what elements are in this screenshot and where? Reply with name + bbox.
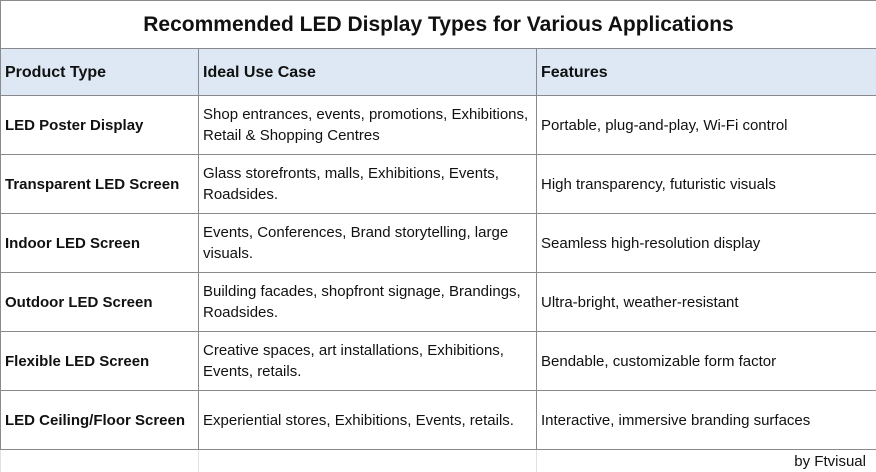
table-cell: Glass storefronts, malls, Exhibitions, E… xyxy=(199,155,537,214)
header-cell: Ideal Use Case xyxy=(199,49,537,96)
footer-cell xyxy=(199,450,537,472)
table-cell: Indoor LED Screen xyxy=(1,214,199,273)
footer-credit: by Ftvisual xyxy=(537,450,876,472)
table-cell: Bendable, customizable form factor xyxy=(537,332,876,391)
table-cell: Transparent LED Screen xyxy=(1,155,199,214)
table-cell: Experiential stores, Exhibitions, Events… xyxy=(199,391,537,450)
table-cell: LED Poster Display xyxy=(1,96,199,155)
table-cell: Flexible LED Screen xyxy=(1,332,199,391)
table-cell: Seamless high-resolution display xyxy=(537,214,876,273)
table-cell: Shop entrances, events, promotions, Exhi… xyxy=(199,96,537,155)
table-cell: Outdoor LED Screen xyxy=(1,273,199,332)
header-cell: Product Type xyxy=(1,49,199,96)
table-cell: Portable, plug-and-play, Wi-Fi control xyxy=(537,96,876,155)
table-cell: LED Ceiling/Floor Screen xyxy=(1,391,199,450)
table-cell: Ultra-bright, weather-resistant xyxy=(537,273,876,332)
table-cell: Interactive, immersive branding surfaces xyxy=(537,391,876,450)
header-cell: Features xyxy=(537,49,876,96)
table-cell: Creative spaces, art installations, Exhi… xyxy=(199,332,537,391)
table-cell: Events, Conferences, Brand storytelling,… xyxy=(199,214,537,273)
footer-cell xyxy=(1,450,199,472)
footer-row: by Ftvisual xyxy=(1,450,876,472)
table-cell: High transparency, futuristic visuals xyxy=(537,155,876,214)
table-title: Recommended LED Display Types for Variou… xyxy=(1,1,876,49)
table-cell: Building facades, shopfront signage, Bra… xyxy=(199,273,537,332)
